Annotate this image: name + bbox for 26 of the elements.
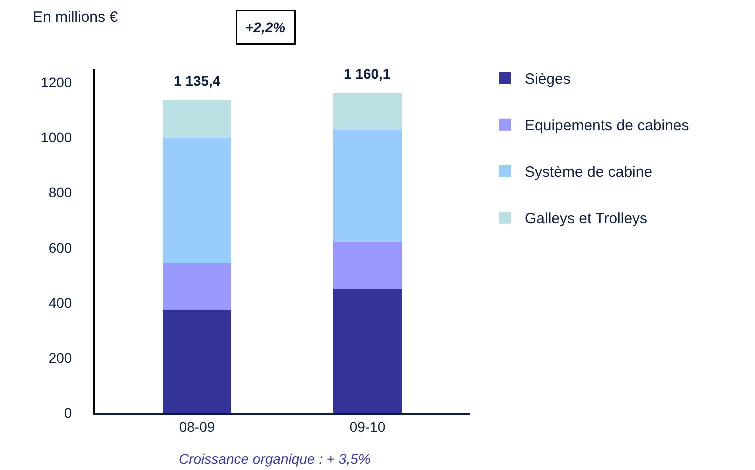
legend-label: Système de cabine — [525, 164, 653, 182]
text: +2,2% — [246, 20, 286, 36]
text: Croissance organique : + 3,5% — [179, 451, 371, 467]
bar — [163, 310, 232, 413]
legend-label: Galleys et Trolleys — [525, 210, 648, 228]
y-tick-label: 1200 — [41, 74, 72, 91]
bar — [163, 263, 232, 310]
y-tick-label: 0 — [64, 404, 72, 421]
x-tick-label: 08-09 — [179, 418, 216, 435]
bar — [334, 289, 402, 413]
y-axis-title: En millions € — [33, 9, 119, 26]
bar — [334, 130, 402, 242]
y-tick-label: 600 — [48, 240, 72, 256]
total-label: 1 135,4 — [174, 73, 221, 89]
legend-label: Sièges — [525, 71, 571, 88]
legend-label: Equipements de cabines — [525, 118, 690, 135]
total-label: 1 160,1 — [344, 66, 391, 82]
bar — [163, 138, 232, 264]
bar — [163, 100, 232, 138]
y-tick-label: 1000 — [41, 130, 72, 146]
y-tick-label: 200 — [48, 350, 72, 366]
bar — [334, 242, 402, 290]
y-tick-label: 800 — [48, 184, 72, 201]
x-tick-label: 09-10 — [350, 418, 386, 435]
y-tick-label: 400 — [48, 294, 72, 311]
bar — [334, 94, 402, 130]
